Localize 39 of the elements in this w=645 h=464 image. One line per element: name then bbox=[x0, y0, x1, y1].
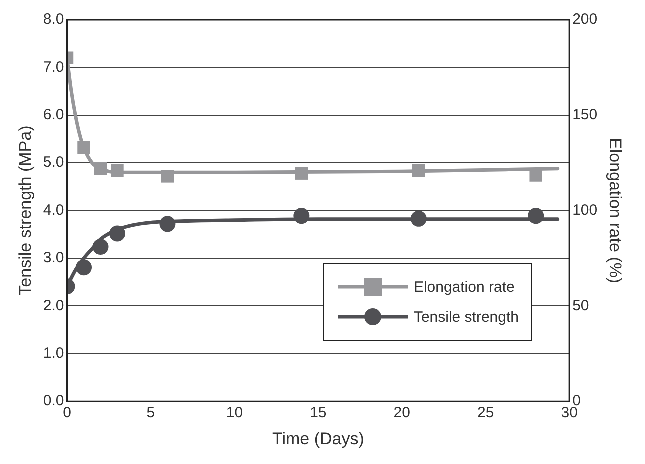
y-tick-label: 5.0 bbox=[43, 154, 64, 172]
point bbox=[160, 216, 176, 232]
x-axis-title: Time (Days) bbox=[272, 429, 364, 448]
y-tick-label: 4.0 bbox=[43, 202, 64, 219]
x-tick-label: 10 bbox=[226, 404, 244, 422]
x-tick-label: 5 bbox=[146, 404, 156, 422]
x-tick-label: 0 bbox=[63, 404, 72, 422]
legend-label: Elongation rate bbox=[414, 278, 515, 296]
y-tick-label: 2.0 bbox=[43, 297, 64, 314]
y2-axis-title: Elongation rate (%) bbox=[606, 138, 626, 284]
y-tick-label: 8.0 bbox=[43, 11, 64, 28]
y-tick-label: 0.0 bbox=[43, 392, 64, 410]
y-tick-label: 1.0 bbox=[43, 345, 64, 362]
y2-tick-label: 200 bbox=[572, 11, 598, 28]
y-tick-label: 7.0 bbox=[43, 58, 64, 76]
y-axis-title: Tensile strength (MPa) bbox=[16, 126, 35, 296]
point bbox=[410, 210, 427, 227]
point bbox=[76, 260, 92, 276]
x-tick-label: 25 bbox=[478, 404, 494, 422]
legend-label: Tensile strength bbox=[414, 308, 519, 326]
point bbox=[111, 164, 124, 178]
point bbox=[94, 162, 108, 176]
point bbox=[530, 169, 542, 182]
point bbox=[528, 208, 544, 224]
y-tick-label: 6.0 bbox=[43, 106, 64, 124]
point bbox=[161, 170, 174, 183]
x-tick-label: 20 bbox=[394, 404, 410, 422]
point bbox=[294, 208, 310, 224]
y2-tick-label: 150 bbox=[572, 106, 598, 124]
point bbox=[109, 226, 126, 242]
y2-tick-label: 50 bbox=[572, 297, 590, 314]
point bbox=[92, 239, 109, 256]
point bbox=[78, 141, 90, 154]
y2-tick-label: 100 bbox=[572, 202, 598, 219]
point bbox=[295, 167, 308, 180]
y-tick-label: 3.0 bbox=[43, 250, 64, 267]
x-tick-label: 15 bbox=[310, 404, 327, 422]
x-tick-label: 30 bbox=[561, 404, 578, 422]
point bbox=[412, 164, 426, 178]
